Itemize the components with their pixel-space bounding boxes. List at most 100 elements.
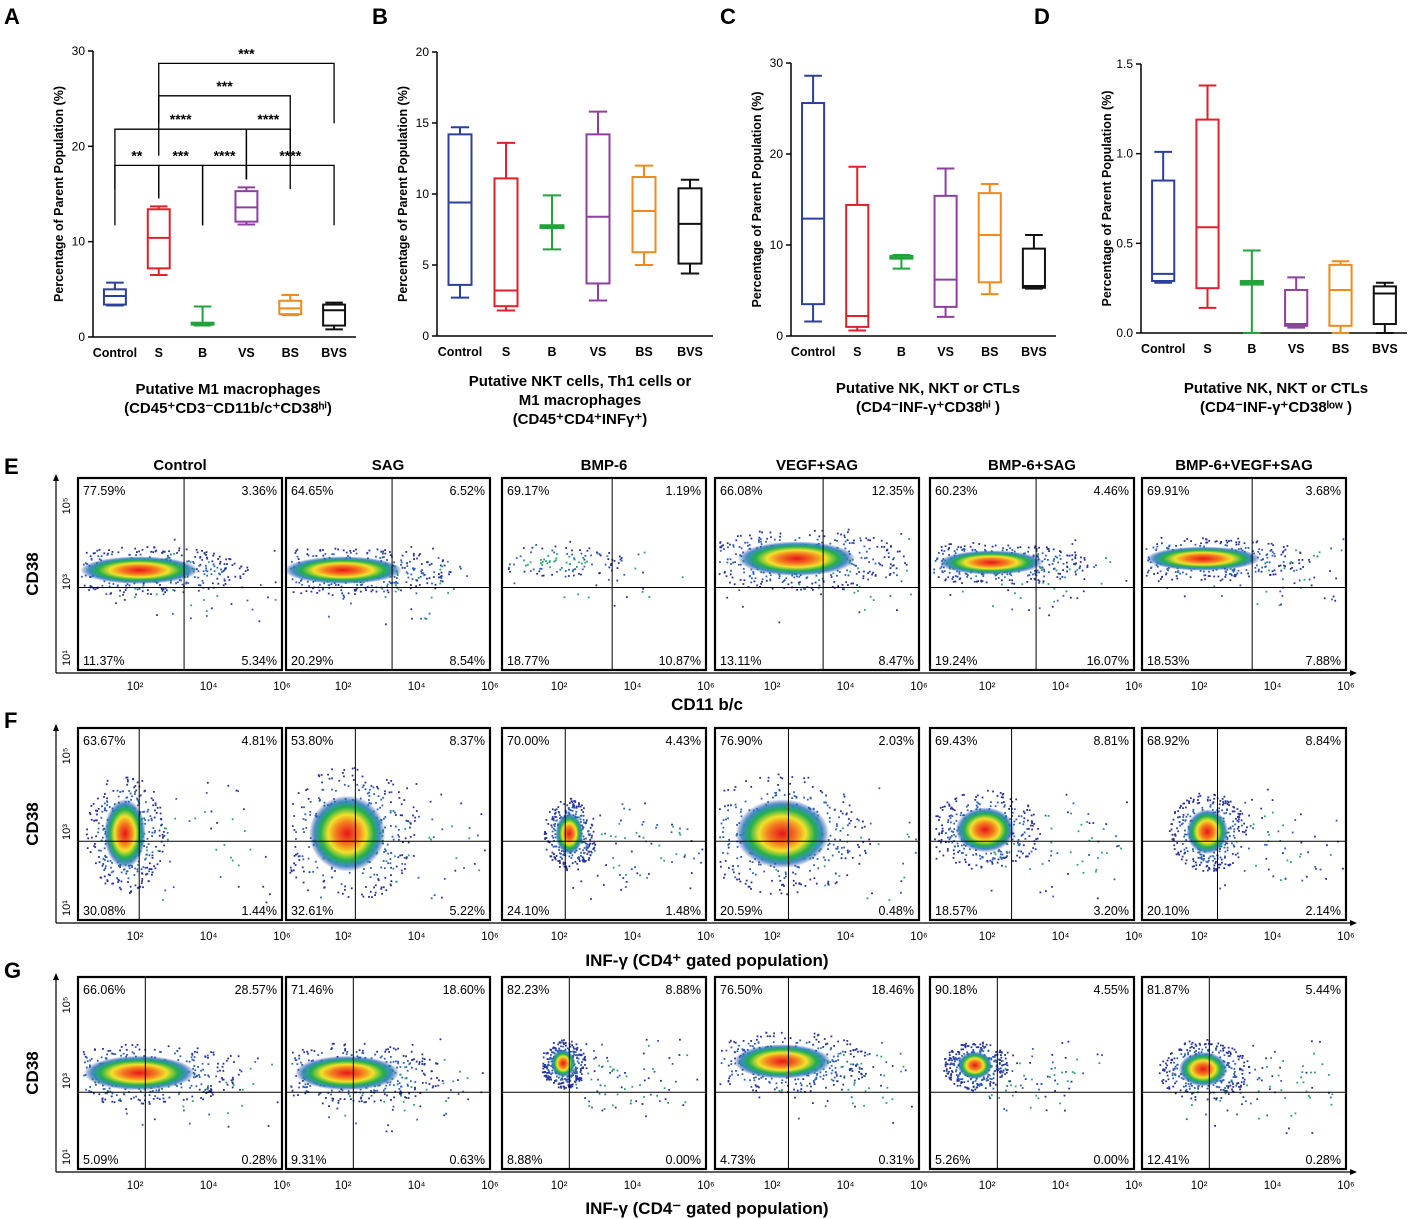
event-dot [953,833,956,836]
event-dot [1208,857,1210,860]
event-dot [864,852,867,854]
event-dot [1298,559,1300,561]
event-dot [1192,848,1194,850]
event-dot [944,805,946,808]
event-dot [908,538,910,540]
event-dot [160,824,162,827]
event-dot [794,539,797,541]
event-dot [1005,856,1008,859]
event-dot [1002,856,1005,859]
event-dot [572,805,575,808]
event-dot [1175,853,1178,856]
event-dot [1197,851,1200,854]
event-dot [563,854,566,856]
box [631,175,657,254]
event-dot [1029,868,1031,870]
event-dot [1209,804,1212,806]
event-dot [872,537,875,539]
event-dot [1268,561,1271,564]
event-dot [1216,868,1218,870]
panel-title-line: Putative M1 macrophages [135,381,320,398]
event-dot [151,873,153,876]
event-dot [1206,798,1209,801]
event-dot [1212,859,1214,862]
event-dot [996,801,999,804]
event-dot [883,546,886,548]
event-dot [134,791,136,793]
event-dot [954,835,957,838]
event-dot [758,863,760,866]
event-dot [643,551,646,554]
event-dot [1231,853,1234,855]
event-dot [953,809,956,812]
event-dot [1215,869,1218,872]
event-dot [136,886,139,889]
event-dot [872,558,874,561]
event-dot [327,773,329,776]
event-dot [841,584,844,586]
event-dot [852,542,855,545]
event-dot [1213,797,1216,800]
event-dot [100,849,102,852]
event-dot [949,827,952,830]
event-dot [146,589,149,591]
event-dot [997,850,1000,853]
event-dot [440,575,443,577]
event-dot [134,867,137,870]
event-dot [170,581,172,584]
event-dot [412,569,415,571]
event-dot [1241,812,1244,815]
event-dot [791,776,794,778]
event-dot [779,535,781,538]
event-dot [384,876,387,879]
event-dot [151,851,154,854]
event-dot [417,876,420,879]
event-dot [102,857,105,860]
event-dot [1197,795,1200,798]
event-dot [816,538,819,541]
event-dot [1329,570,1331,572]
event-dot [259,584,262,586]
event-dot [846,834,849,836]
event-dot [227,784,230,787]
event-dot [173,589,176,592]
event-dot [564,570,567,572]
event-dot [297,792,300,794]
event-dot [192,560,194,563]
event-dot [368,795,371,797]
event-dot [585,847,588,849]
event-dot [237,790,239,793]
event-dot [1286,859,1289,862]
event-dot [532,568,535,571]
quadrant-lower-left: 30.08% [83,904,125,918]
event-dot [986,860,989,862]
event-dot [1006,573,1009,576]
event-dot [130,891,132,893]
event-dot [152,551,154,553]
event-dot [1032,573,1034,576]
event-dot [750,581,753,584]
event-dot [587,846,589,849]
event-dot [1243,831,1246,834]
event-dot [739,534,742,537]
event-dot [1228,573,1231,575]
event-dot [330,583,333,585]
event-dot [976,806,979,809]
event-dot [781,581,784,583]
event-dot [190,1056,193,1059]
event-dot [565,811,568,814]
event-dot [412,567,414,570]
event-dot [852,582,854,585]
event-dot [1066,565,1069,568]
event-dot [1105,557,1107,560]
event-dot [734,803,737,806]
event-dot [1224,544,1227,546]
event-dot [816,858,819,860]
event-dot [92,587,95,590]
event-dot [106,779,109,782]
event-dot [305,827,308,829]
event-dot [783,877,786,879]
event-dot [176,1085,178,1087]
